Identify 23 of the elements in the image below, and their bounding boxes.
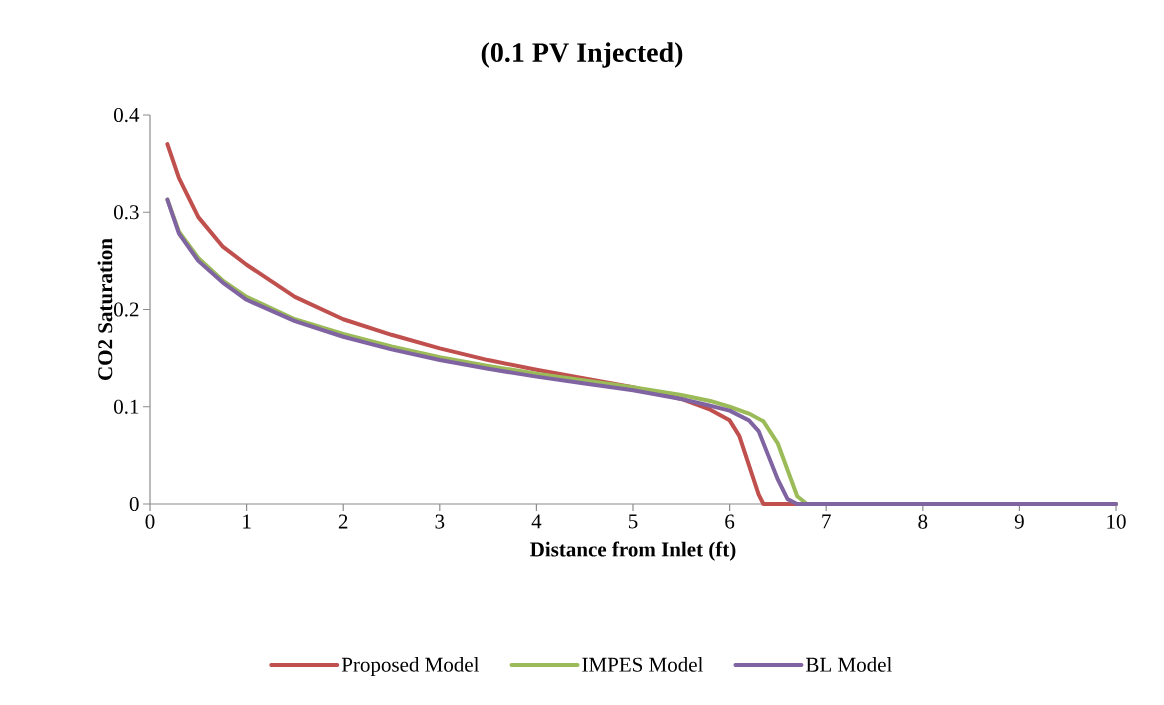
x-tick-label: 3	[435, 514, 445, 529]
chart-title: (0.1 PV Injected)	[481, 42, 683, 68]
x-tick-label: 6	[725, 514, 735, 529]
x-tick-label: 0	[145, 514, 155, 529]
x-tick-label: 1	[243, 514, 251, 529]
x-tick-label: 5	[628, 514, 638, 529]
legend-label: IMPES Model	[582, 657, 703, 672]
y-tick-label: 0.3	[114, 205, 139, 220]
x-tick-label: 7	[822, 514, 831, 529]
x-tick-label: 4	[531, 514, 542, 529]
legend-label: BL Model	[806, 657, 892, 672]
x-tick-label: 8	[918, 514, 928, 529]
y-tick-label: 0	[129, 496, 139, 512]
legend-label: Proposed Model	[341, 657, 480, 677]
y-axis-title: CO2 Saturation	[97, 238, 113, 380]
x-tick-label: 10	[1107, 514, 1126, 529]
x-tick-label: 9	[1014, 514, 1024, 529]
line-series	[165, 197, 1119, 506]
x-axis-title: Distance from Inlet (ft)	[530, 541, 736, 561]
y-tick-label: 0.2	[114, 302, 139, 317]
x-tick-label: 2	[338, 514, 348, 529]
y-tick-label: 0.1	[114, 399, 139, 414]
y-tick-label: 0.4	[114, 107, 140, 123]
